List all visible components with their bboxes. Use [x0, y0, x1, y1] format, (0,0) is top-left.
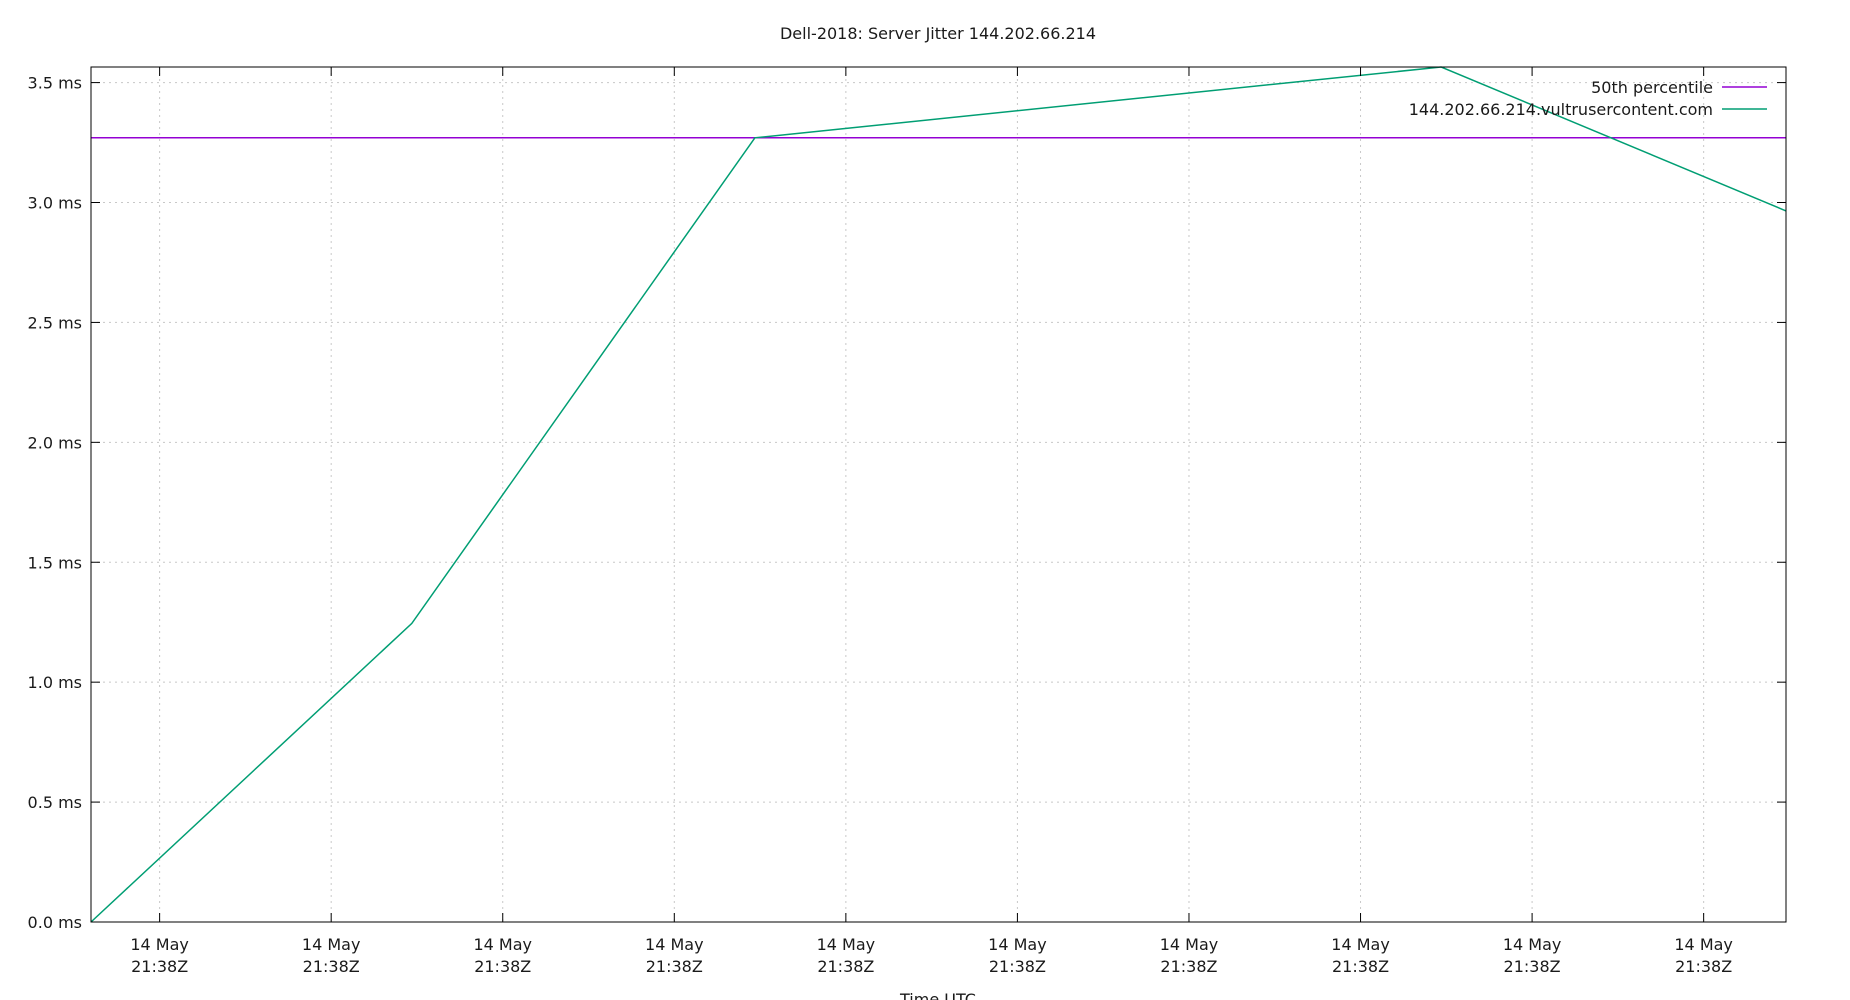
x-tick-label-time-8: 21:38Z: [1504, 957, 1561, 976]
x-tick-label-date-3: 14 May: [645, 935, 704, 954]
x-tick-label-time-3: 21:38Z: [646, 957, 703, 976]
x-tick-label-date-4: 14 May: [817, 935, 876, 954]
x-tick-label-time-1: 21:38Z: [303, 957, 360, 976]
x-tick-label-date-2: 14 May: [473, 935, 532, 954]
x-axis-label: Time UTC: [899, 990, 976, 1000]
y-tick-label-4: 2.0 ms: [28, 433, 82, 452]
grid: [91, 67, 1786, 923]
y-tick-label-5: 2.5 ms: [28, 313, 82, 332]
y-tick-label-6: 3.0 ms: [28, 194, 82, 213]
x-tick-label-date-6: 14 May: [1160, 935, 1219, 954]
plot-frame: [90, 66, 1787, 923]
x-tick-label-time-7: 21:38Z: [1332, 957, 1389, 976]
x-tick-label-time-9: 21:38Z: [1675, 957, 1732, 976]
series-layer: [90, 66, 1787, 923]
legend-label-0: 50th percentile: [1591, 78, 1713, 97]
legend: 50th percentile 144.202.66.214.vultruserc…: [1409, 78, 1767, 119]
y-tick-label-3: 1.5 ms: [28, 553, 82, 572]
y-tick-label-2: 1.0 ms: [28, 673, 82, 692]
axis-ticks: 0.0 ms 0.5 ms 1.0 ms 1.5 ms 2.0 ms 2.5 ms 3.0 …: [28, 67, 1786, 976]
x-tick-label-time-5: 21:38Z: [989, 957, 1046, 976]
x-tick-label-date-9: 14 May: [1674, 935, 1733, 954]
y-tick-label-7: 3.5 ms: [28, 74, 82, 93]
y-tick-label-1: 0.5 ms: [28, 793, 82, 812]
legend-label-1: 144.202.66.214.vultrusercontent.com: [1409, 100, 1713, 119]
x-tick-label-date-0: 14 May: [130, 935, 189, 954]
series-line-1: [90, 66, 1787, 923]
x-tick-label-date-1: 14 May: [302, 935, 361, 954]
x-tick-label-date-5: 14 May: [988, 935, 1047, 954]
x-tick-label-time-2: 21:38Z: [474, 957, 531, 976]
x-tick-label-time-6: 21:38Z: [1160, 957, 1217, 976]
x-tick-label-time-4: 21:38Z: [817, 957, 874, 976]
x-tick-label-date-8: 14 May: [1503, 935, 1562, 954]
x-tick-label-date-7: 14 May: [1331, 935, 1390, 954]
x-tick-label-time-0: 21:38Z: [131, 957, 188, 976]
y-tick-label-0: 0.0 ms: [28, 913, 82, 932]
chart-title: Dell-2018: Server Jitter 144.202.66.214: [780, 24, 1096, 43]
